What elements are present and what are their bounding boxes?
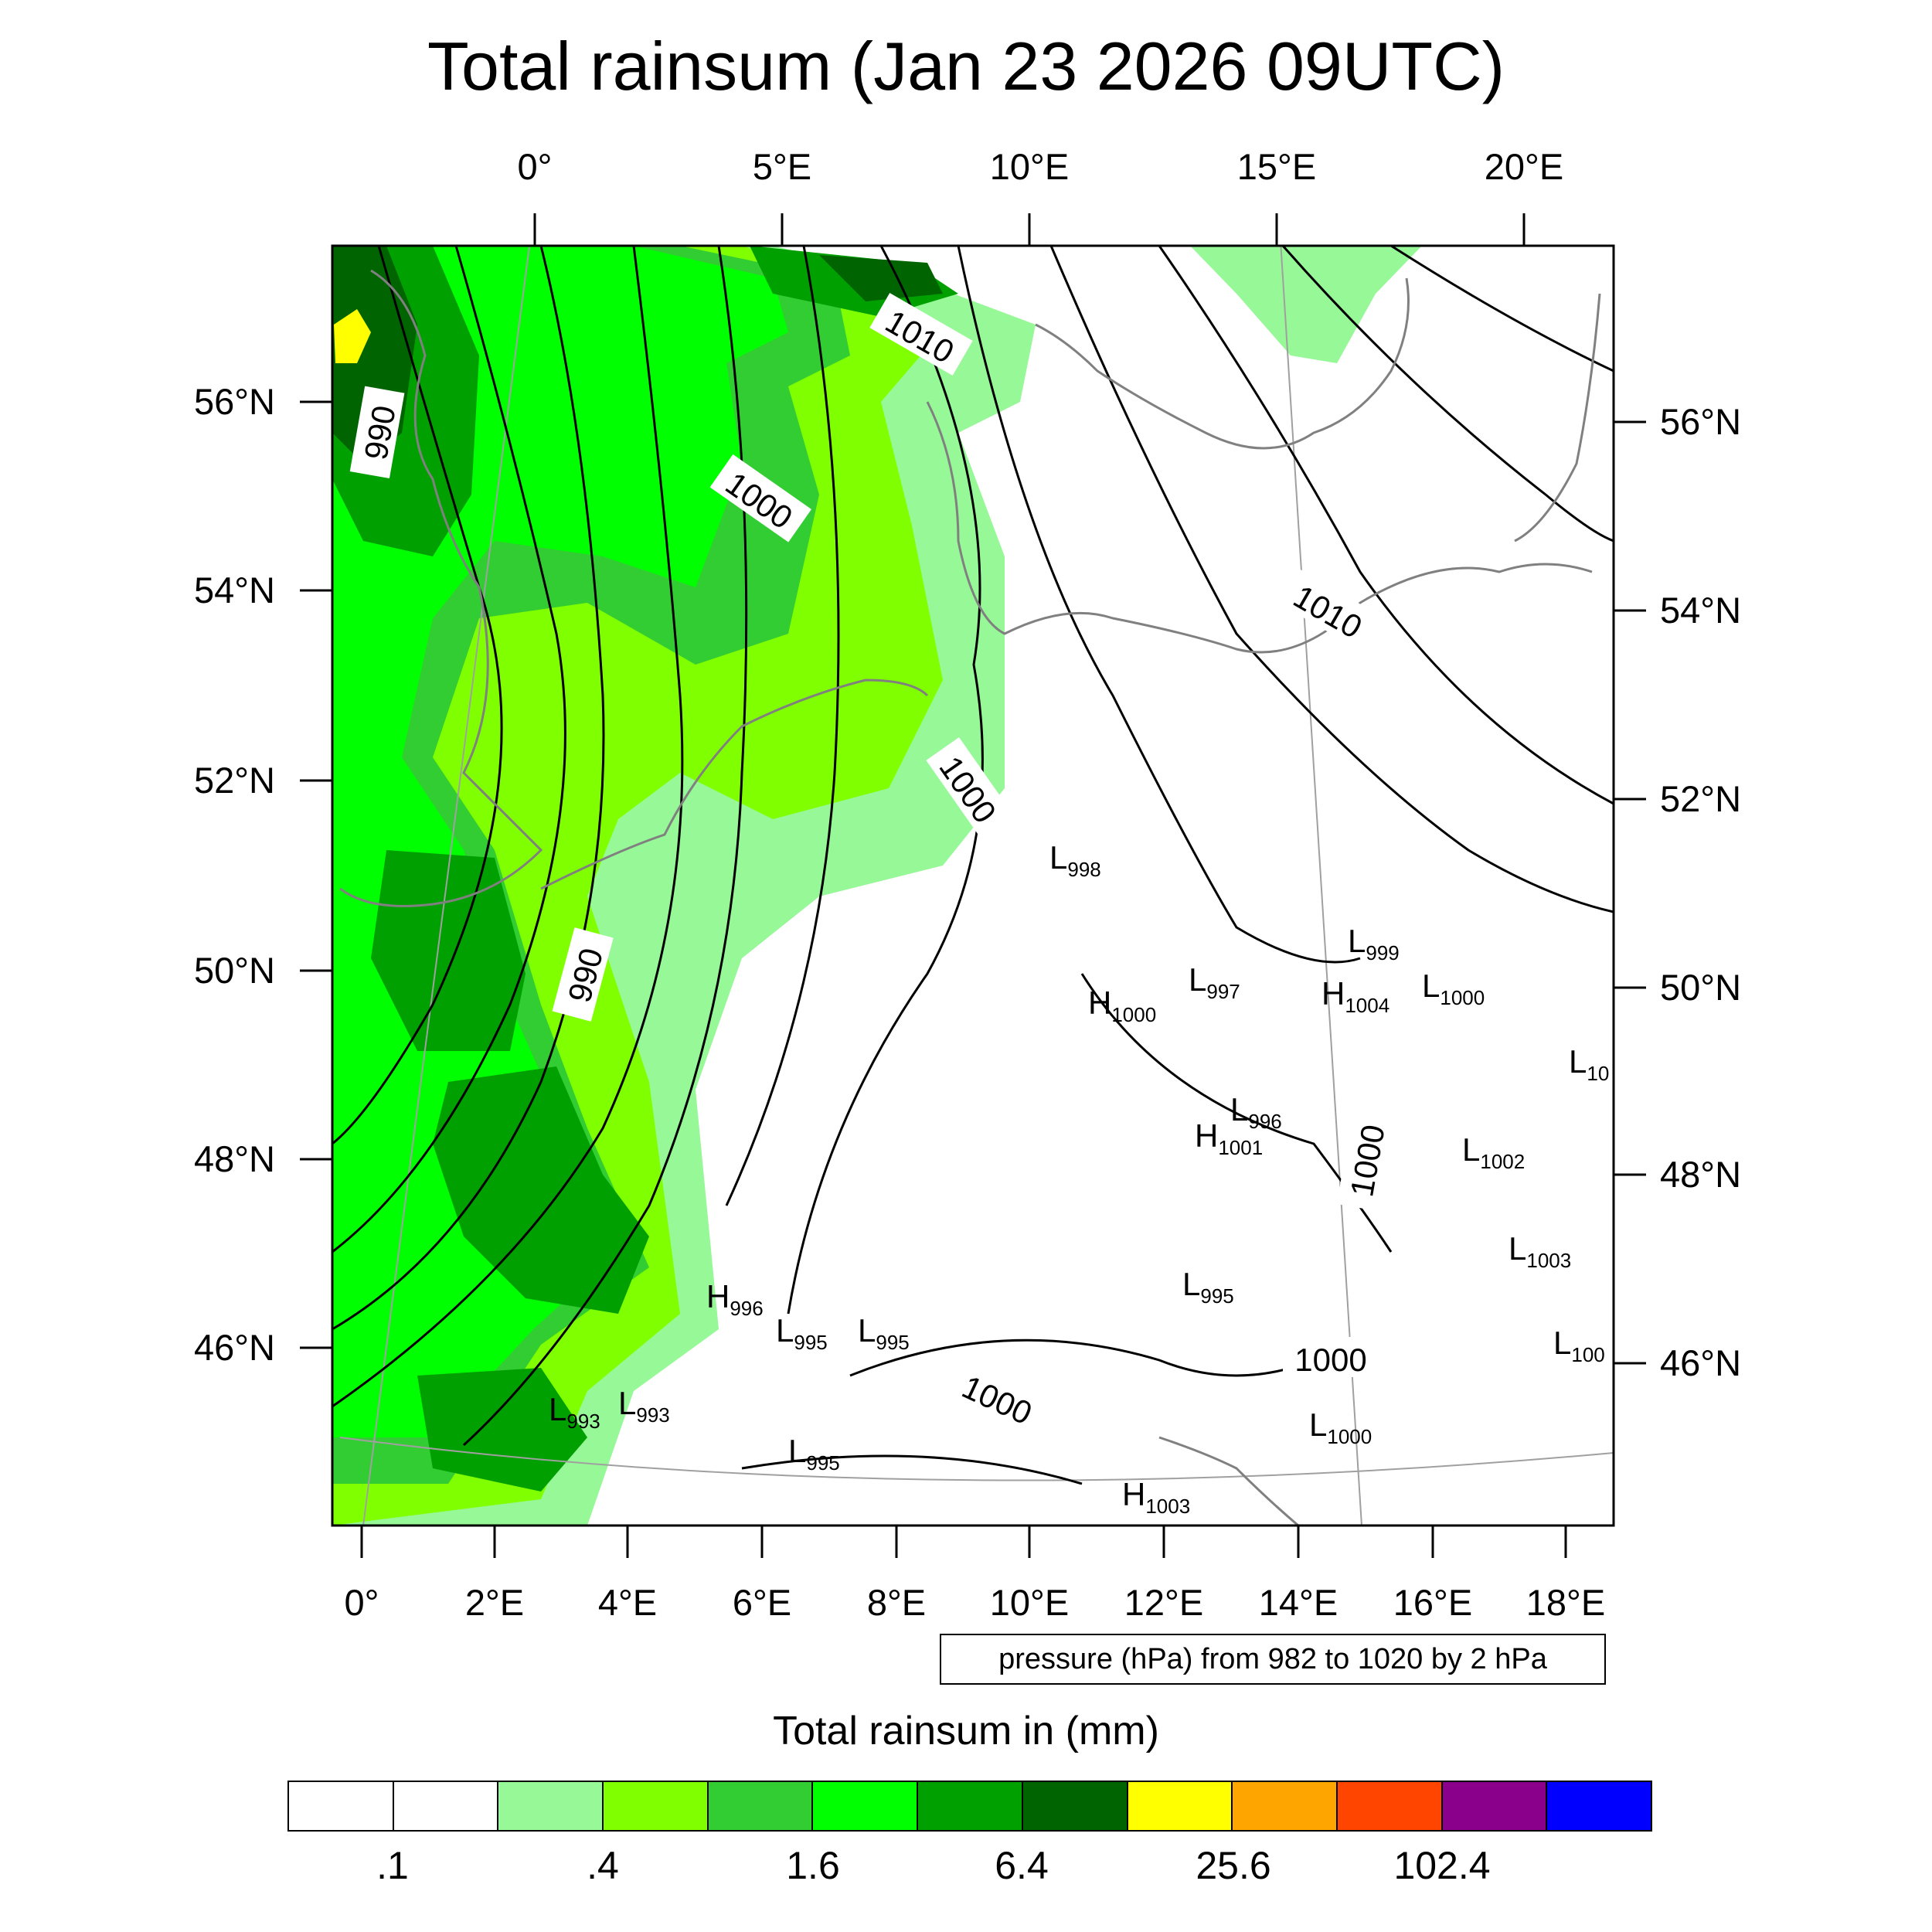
rain-shading [332, 246, 1422, 1526]
top-axis-label: 5°E [752, 146, 812, 187]
pressure-center: L1003 [1509, 1230, 1571, 1272]
rain-area-light-green-2 [1190, 246, 1422, 363]
bottom-axis-label: 10°E [989, 1582, 1070, 1623]
colorbar-swatch [813, 1782, 919, 1830]
colorbar-label: .4 [587, 1844, 619, 1887]
colorbar-label: 1.6 [786, 1844, 840, 1887]
pressure-center: H1000 [1088, 985, 1156, 1026]
left-axis-label: 46°N [193, 1327, 275, 1368]
bottom-axis-label: 8°E [866, 1582, 927, 1623]
pressure-center: L1000 [1309, 1406, 1372, 1448]
pressure-center: L10 [1569, 1043, 1609, 1085]
pressure-center: L1000 [1422, 968, 1485, 1009]
pressure-center: H1003 [1122, 1476, 1190, 1518]
top-axis-label: 10°E [989, 146, 1070, 187]
coastlines [339, 269, 1601, 1526]
left-axis-label: 52°N [193, 760, 275, 801]
right-axis-label: 56°N [1660, 401, 1742, 442]
contour-label: 1000 [1294, 1342, 1366, 1378]
bottom-axis-label: 18°E [1526, 1582, 1606, 1623]
bottom-axis-label: 4°E [597, 1582, 658, 1623]
colorbar-swatch [289, 1782, 394, 1830]
colorbar [287, 1781, 1652, 1832]
colorbar-swatch [1022, 1782, 1128, 1830]
top-axis-label: 0° [517, 146, 553, 187]
pressure-center: H1001 [1195, 1117, 1263, 1159]
bottom-axis-label: 16°E [1393, 1582, 1473, 1623]
left-axis-label: 56°N [193, 381, 275, 422]
bottom-axis-label: 6°E [732, 1582, 792, 1623]
right-axis-label: 50°N [1660, 967, 1742, 1008]
colorbar-swatch [498, 1782, 604, 1830]
rain-area-dark-green-3 [371, 850, 526, 1051]
colorbar-swatch [1442, 1782, 1548, 1830]
pressure-center: H996 [706, 1278, 764, 1320]
graticule [339, 246, 1614, 1526]
rain-area-darkest-green-2 [819, 255, 943, 301]
top-axis-label: 15°E [1236, 146, 1317, 187]
colorbar-swatch [708, 1782, 814, 1830]
top-axis-label: 20°E [1484, 146, 1564, 187]
colorbar-label: 6.4 [995, 1844, 1049, 1887]
rain-area-dark-green-4 [433, 1066, 649, 1314]
right-axis-label: 48°N [1660, 1154, 1742, 1195]
bottom-axis-label: 12°E [1124, 1582, 1204, 1623]
map-frame [331, 244, 1615, 1527]
left-axis-label: 54°N [193, 570, 275, 611]
pressure-centers: L998 L999 H1000 L997 H1004 L1000 L10 L99… [549, 839, 1609, 1518]
colorbar-swatch [1337, 1782, 1443, 1830]
pressure-center: L993 [549, 1391, 600, 1433]
pressure-center: L1002 [1462, 1131, 1525, 1173]
pressure-center: L995 [858, 1312, 910, 1354]
colorbar-label: 25.6 [1196, 1844, 1271, 1887]
pressure-center: L995 [776, 1312, 828, 1354]
contour-info-box: pressure (hPa) from 982 to 1020 by 2 hPa [940, 1634, 1606, 1685]
right-axis-label: 46°N [1660, 1342, 1742, 1383]
pressure-center: L998 [1049, 839, 1101, 881]
right-axis-label: 52°N [1660, 778, 1742, 819]
pressure-center: L999 [1348, 923, 1400, 964]
pressure-center: L995 [1182, 1266, 1234, 1308]
colorbar-label: 102.4 [1393, 1844, 1491, 1887]
left-axis-label: 48°N [193, 1138, 275, 1179]
colorbar-swatch [393, 1782, 499, 1830]
left-axis-label: 50°N [193, 950, 275, 991]
colorbar-title: Total rainsum in (mm) [773, 1709, 1159, 1753]
colorbar-swatch [604, 1782, 709, 1830]
bottom-axis-label: 14°E [1258, 1582, 1338, 1623]
tick-marks [300, 213, 1646, 1558]
rain-area-yellow [334, 309, 371, 363]
colorbar-swatch [1547, 1782, 1651, 1830]
right-axis-label: 54°N [1660, 590, 1742, 631]
pressure-center: L996 [1230, 1091, 1282, 1133]
pressure-center: H1004 [1321, 975, 1389, 1017]
pressure-center: L993 [618, 1385, 670, 1427]
bottom-axis-label: 2°E [464, 1582, 525, 1623]
colorbar-swatch [1233, 1782, 1338, 1830]
pressure-center: L100 [1553, 1325, 1605, 1366]
pressure-center: L995 [788, 1433, 840, 1475]
map-title: Total rainsum (Jan 23 2026 09UTC) [427, 28, 1505, 104]
pressure-center: L997 [1189, 961, 1240, 1003]
colorbar-swatch [918, 1782, 1023, 1830]
colorbar-label: .1 [376, 1844, 409, 1887]
bottom-axis-label: 0° [344, 1582, 379, 1623]
colorbar-swatch [1128, 1782, 1233, 1830]
